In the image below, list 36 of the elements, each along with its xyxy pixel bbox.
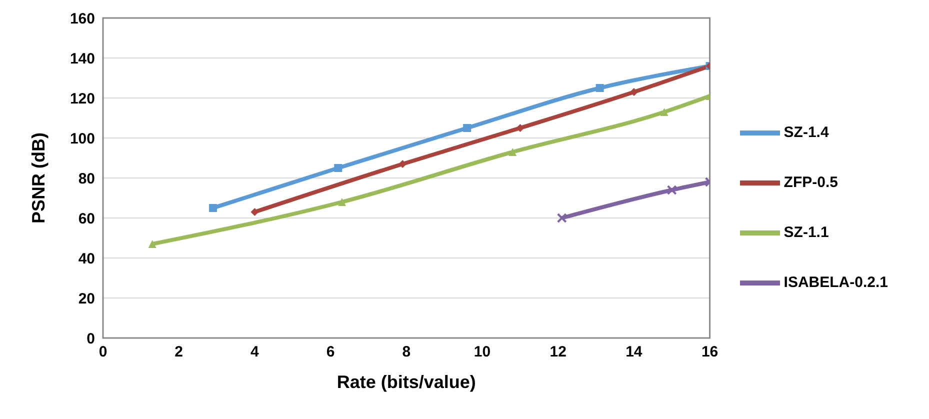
x-tick-label: 8 xyxy=(402,344,411,361)
legend-label: ZFP-0.5 xyxy=(784,174,838,191)
point xyxy=(334,164,342,172)
x-tick-label: 10 xyxy=(474,344,491,361)
y-tick-label: 160 xyxy=(70,10,95,28)
point xyxy=(508,148,517,156)
point xyxy=(463,124,472,132)
legend-label: SZ-1.4 xyxy=(784,124,829,141)
x-axis-title: Rate (bits/value) xyxy=(336,372,476,392)
y-axis-title: PSNR (dB) xyxy=(28,132,48,224)
y-tick-label: 60 xyxy=(78,210,95,228)
legend-label: ISABELA-0.2.1 xyxy=(784,274,888,291)
point xyxy=(596,84,604,92)
point xyxy=(208,204,217,212)
point xyxy=(250,208,259,216)
x-tick-label: 12 xyxy=(550,344,566,361)
y-tick-label: 40 xyxy=(78,250,95,268)
y-tick-label: 0 xyxy=(86,330,95,348)
x-tick-label: 4 xyxy=(250,344,260,361)
point xyxy=(338,198,346,206)
point xyxy=(666,185,677,195)
point xyxy=(660,108,668,116)
x-tick-label: 2 xyxy=(174,344,184,361)
x-tick-label: 16 xyxy=(701,344,718,361)
y-tick-label: 20 xyxy=(78,290,95,308)
y-tick-label: 140 xyxy=(70,50,95,68)
x-tick-label: 6 xyxy=(326,344,335,361)
x-tick-label: 14 xyxy=(626,344,643,361)
y-tick-label: 80 xyxy=(78,170,95,188)
point xyxy=(556,213,567,223)
legend-label: SZ-1.1 xyxy=(784,224,829,241)
point xyxy=(516,124,524,132)
y-tick-label: 120 xyxy=(70,90,95,108)
y-tick-label: 100 xyxy=(70,130,95,148)
point xyxy=(148,240,156,248)
x-tick-label: 0 xyxy=(98,344,108,361)
